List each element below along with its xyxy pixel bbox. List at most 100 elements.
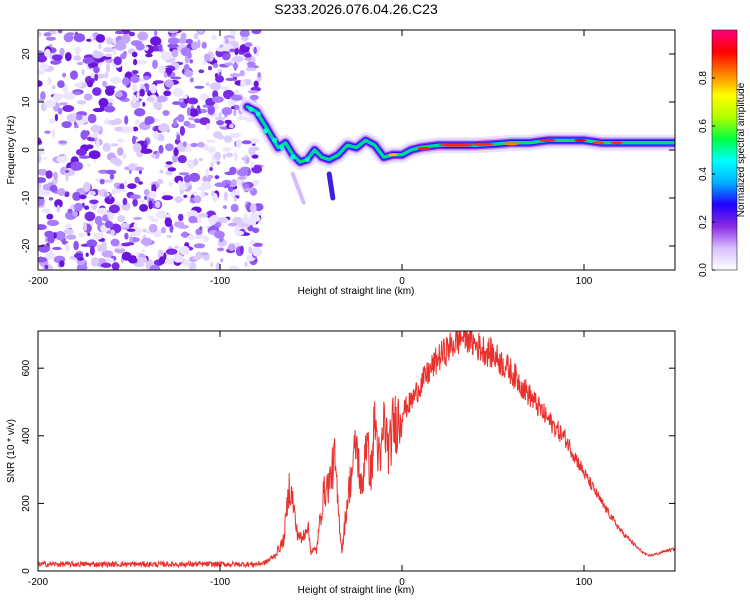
noise-blob [229,73,241,78]
noise-blob [82,57,94,64]
noise-blob [74,91,81,96]
noise-blob [74,82,83,88]
noise-blob [222,153,226,160]
snr-x-axis: -200 -100 0 100 [28,331,593,588]
x-tick-label: 0 [399,577,405,588]
noise-blob [84,116,89,123]
noise-blob [83,181,91,192]
snr-y-axis: 0 200 400 600 [21,359,675,574]
noise-blob [84,211,96,222]
noise-blob [38,31,42,37]
noise-blob [163,72,168,79]
noise-blob [153,101,163,110]
noise-blob [211,34,217,41]
noise-blob [230,94,243,101]
noise-blob [67,208,73,213]
noise-blob [230,203,239,213]
noise-blob [111,262,120,270]
snr-panel: -200 -100 0 100 0 200 400 600 Height of straig… [6,330,676,596]
noise-blob [220,86,230,91]
noise-blob [107,97,113,103]
noise-blob [135,43,145,51]
noise-blob [206,146,216,154]
noise-blob [117,67,123,73]
noise-blob [201,41,207,49]
noise-blob [102,142,111,152]
noise-blob [214,151,221,160]
noise-blob [88,150,101,160]
noise-blob [240,79,246,88]
noise-blob [206,139,216,143]
noise-blob [88,62,99,68]
noise-blob [230,106,235,110]
noise-blob [38,186,44,196]
noise-blob [214,175,220,180]
noise-blob [108,193,112,200]
noise-blob [144,46,149,51]
noise-blob [240,245,244,255]
ridge-hotspot [438,143,475,147]
noise-blob [138,181,143,185]
noise-blob [180,32,187,40]
noise-blob [193,243,206,249]
noise-blob [73,252,84,259]
ridge-dot [255,111,261,117]
noise-blob [134,119,140,125]
snr-series-group [38,331,675,569]
noise-blob [54,199,63,209]
noise-blob [151,154,157,159]
noise-blob [75,114,83,121]
noise-blob [243,188,254,192]
noise-blob [44,48,51,58]
noise-blob [162,110,170,116]
noise-blob [236,138,242,149]
colorbar-label: Normalized spectral amplitude [736,82,747,217]
noise-blob [114,41,127,51]
noise-blob [73,55,82,61]
noise-blob [86,38,92,42]
noise-blob [76,263,88,270]
noise-blob [121,251,132,261]
noise-blob [167,37,180,45]
noise-blob [234,230,245,236]
noise-blob [87,232,91,236]
noise-blob [117,215,126,222]
ridge-dot [248,106,254,112]
noise-blob [187,97,199,105]
noise-blob [105,37,114,45]
noise-blob [179,245,190,256]
noise-blob [131,51,138,58]
noise-blob [191,41,199,51]
noise-blob [225,152,233,158]
noise-blob [164,217,172,227]
spectrogram-y-axis: -20 -10 0 10 20 [21,48,675,253]
noise-blob [79,194,87,200]
noise-blob [172,88,184,97]
noise-blob [116,138,125,143]
y-tick-label: -20 [21,238,32,253]
x-tick-label: 0 [399,276,405,287]
noise-blob [137,257,148,264]
noise-blob [189,172,201,182]
noise-blob [38,256,48,263]
noise-blob [217,217,229,224]
noise-blob [51,128,56,139]
noise-blob [228,243,236,252]
noise-blob [207,174,214,179]
noise-blob [158,249,164,255]
noise-blob [164,164,174,169]
noise-blob [193,33,199,40]
noise-blob [57,188,66,196]
noise-blob [173,118,177,127]
noise-blob [163,90,172,97]
noise-blob [130,75,140,84]
noise-blob [197,30,204,33]
noise-blob [94,73,99,82]
noise-blob [133,58,138,66]
noise-blob [175,196,183,204]
x-tick-label: -200 [28,577,48,588]
noise-blob [193,158,199,167]
noise-blob [46,213,54,220]
noise-blob [160,226,167,234]
ridge-dot [279,145,285,151]
